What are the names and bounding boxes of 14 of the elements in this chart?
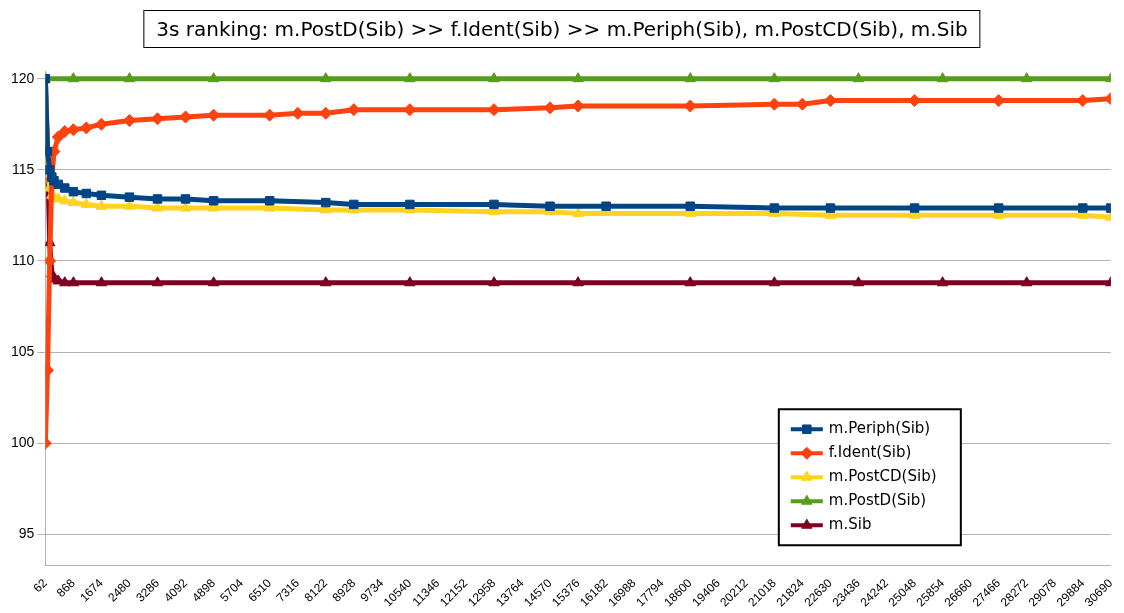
x-tick-label: 62 bbox=[30, 575, 51, 596]
chart-title: 3s ranking: m.PostD(Sib) >> f.Ident(Sib) >> m.Periph(Sib), m.PostCD(Sib), m.Sib bbox=[143, 10, 981, 48]
legend-label: f.Ident(Sib) bbox=[828, 443, 912, 462]
y-tick-label: 95 bbox=[18, 525, 35, 542]
legend-label: m.PostCD(Sib) bbox=[828, 467, 937, 486]
legend-label: m.Sib bbox=[828, 515, 872, 534]
y-tick-label: 100 bbox=[11, 433, 35, 450]
x-tick-label: 868 bbox=[53, 575, 79, 600]
y-tick-label: 105 bbox=[11, 342, 35, 359]
y-tick-label: 115 bbox=[12, 160, 35, 177]
y-tick-label: 120 bbox=[11, 69, 35, 86]
legend-label: m.Periph(Sib) bbox=[828, 419, 931, 438]
y-tick-label: 110 bbox=[12, 251, 35, 268]
legend-label: m.PostD(Sib) bbox=[828, 491, 927, 510]
